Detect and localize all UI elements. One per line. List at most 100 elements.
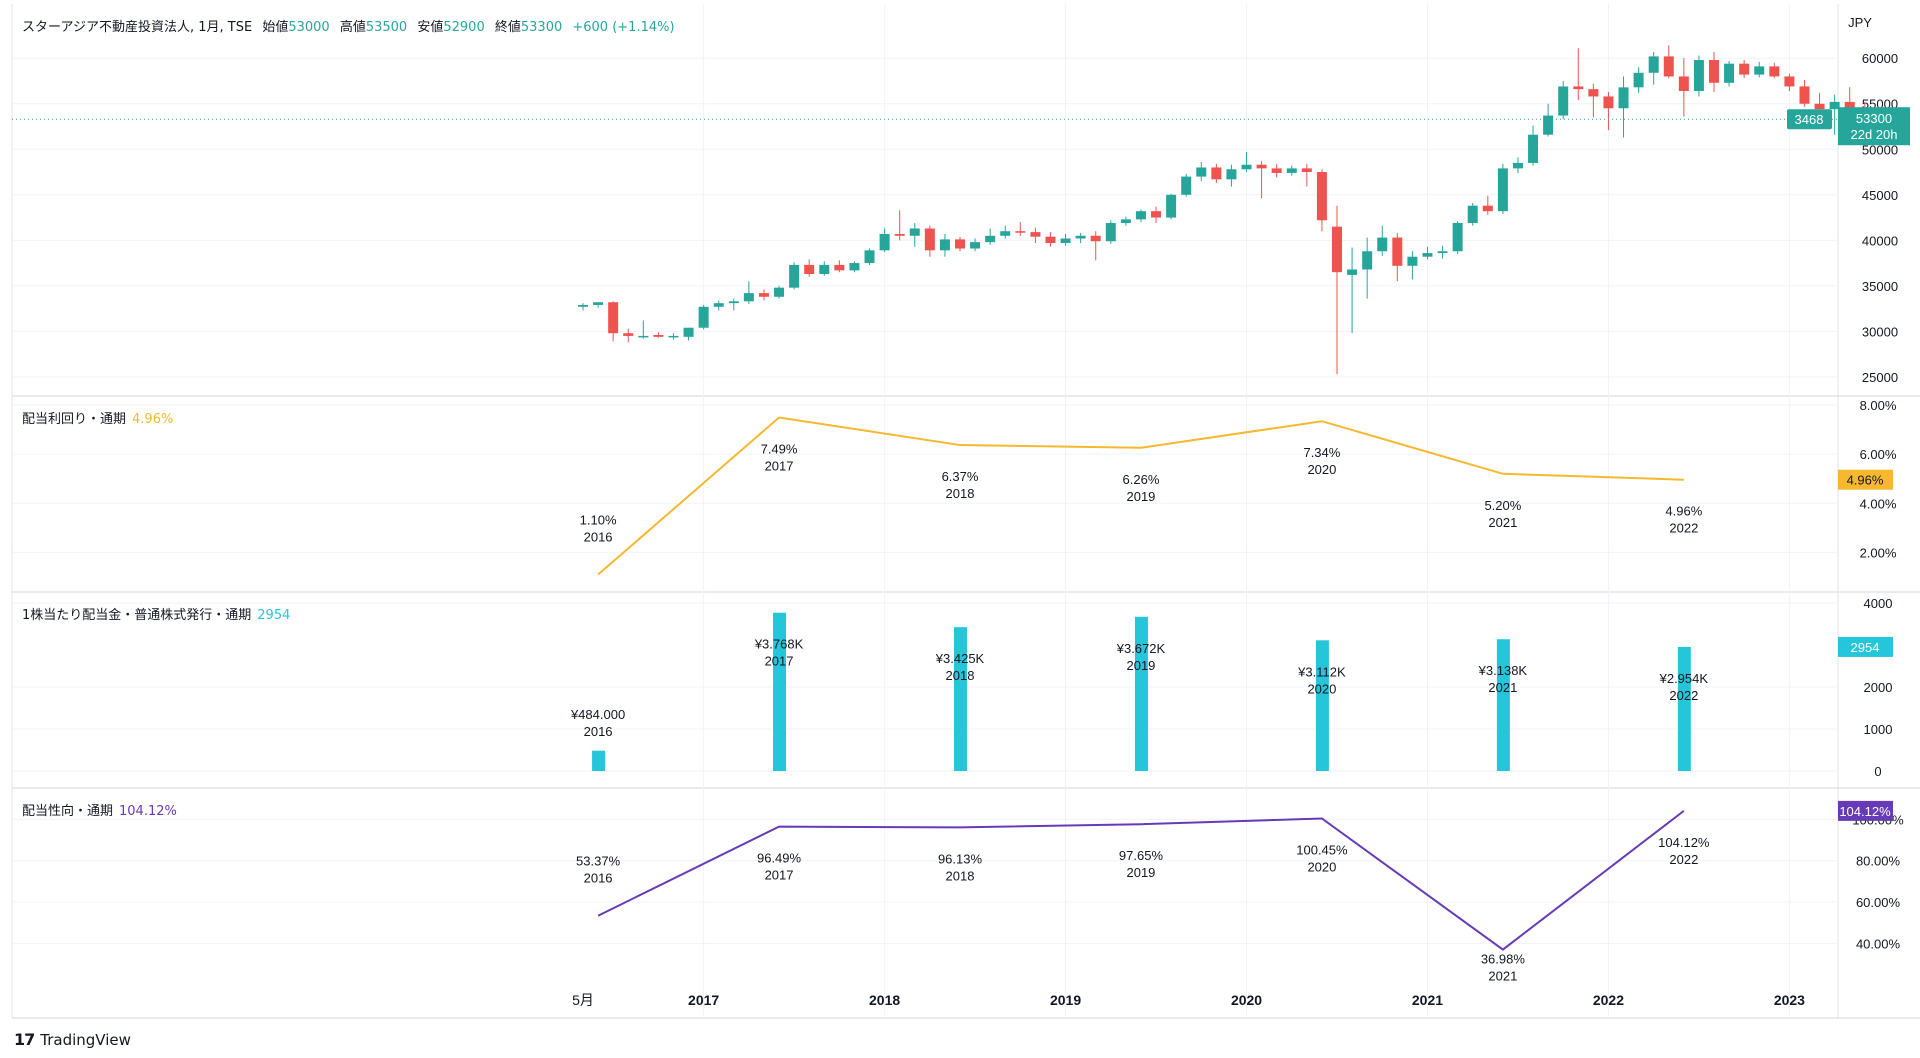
axis-tick-label: 6.00% (1860, 447, 1897, 462)
candle-body (1558, 86, 1569, 116)
axis-tick-label: 1000 (1864, 722, 1893, 737)
candle-body (683, 327, 694, 337)
candle-body (1316, 172, 1327, 221)
candle-body (1799, 86, 1810, 104)
data-label: 5.20% (1484, 498, 1521, 513)
price-tick-label: 50000 (1862, 142, 1898, 157)
current-value-text: 4.96% (1847, 473, 1884, 488)
tradingview-logo[interactable]: 17 TradingView (14, 1030, 131, 1049)
candle-body (1151, 211, 1162, 218)
candle-body (1512, 162, 1523, 169)
candle-body (1060, 238, 1071, 244)
open-value: 53000 (288, 20, 330, 35)
year-label: 2018 (946, 668, 975, 683)
dps-current: 2954 (257, 608, 291, 623)
candle-body (1377, 237, 1388, 252)
year-label: 2020 (1307, 681, 1336, 696)
candle-body (1693, 60, 1704, 91)
candle-body (743, 293, 754, 302)
change-value: +600 (+1.14%) (572, 20, 675, 35)
currency-label: JPY (1848, 15, 1872, 30)
axis-tick-label: 2.00% (1860, 545, 1897, 560)
tradingview-mark-icon: 17 (14, 1030, 35, 1049)
price-legend: スターアジア不動産投資法人, 1月, TSE 始値53000 高値53500 安… (22, 16, 675, 35)
current-value-badge (1838, 800, 1893, 821)
time-axis-label: 2018 (869, 992, 900, 1008)
close-label: 終値 (494, 20, 521, 35)
candle-body (1709, 60, 1719, 83)
candle-body (1422, 253, 1433, 257)
candle-body (1437, 251, 1448, 254)
axis-tick-label: 80.00% (1856, 854, 1901, 869)
countdown-text: 22d 20h (1851, 127, 1898, 142)
year-label: 2022 (1669, 688, 1698, 703)
candle-body (1754, 66, 1765, 75)
candle-body (668, 335, 679, 338)
candle-body (924, 228, 935, 251)
candle-body (1633, 72, 1644, 88)
candle-body (1090, 235, 1101, 242)
dividend-bar (1496, 639, 1510, 771)
year-label: 2017 (765, 654, 794, 669)
year-label: 2018 (946, 868, 975, 883)
candle-body (1769, 66, 1780, 77)
candle-body (1075, 235, 1086, 239)
candle-body (1407, 256, 1418, 266)
candle-body (1362, 251, 1373, 270)
candle-body (834, 264, 845, 271)
candle-body (819, 264, 830, 275)
candle-body (608, 302, 619, 334)
data-label: ¥3.672K (1116, 641, 1166, 656)
dividend-bar (592, 750, 606, 771)
candle-body (1588, 89, 1599, 97)
candle-body (1543, 115, 1554, 135)
year-label: 2021 (1488, 680, 1517, 695)
candle-body (879, 233, 890, 251)
price-tick-label: 35000 (1862, 279, 1898, 294)
payout-current: 104.12% (119, 804, 177, 819)
candle-body (1166, 194, 1177, 218)
candle-body (939, 239, 950, 251)
year-label: 2016 (584, 871, 613, 886)
volume-badge (1787, 109, 1832, 130)
candle-body (774, 287, 785, 297)
candle-body (1226, 169, 1237, 180)
candle-body (1196, 167, 1207, 177)
candle-body (1467, 205, 1478, 224)
current-value-badge (1838, 636, 1893, 657)
candle-body (1120, 219, 1131, 224)
year-label: 2017 (765, 459, 794, 474)
candle-body (894, 233, 905, 236)
year-label: 2021 (1488, 515, 1517, 530)
candle-body (1271, 168, 1282, 173)
candle-body (1347, 269, 1358, 275)
dividend-bar (1315, 640, 1329, 771)
high-value: 53500 (365, 20, 408, 35)
candle-body (623, 333, 634, 336)
data-label: 4.96% (1665, 504, 1702, 519)
candle-body (1181, 176, 1192, 195)
candle-body (1045, 236, 1056, 244)
data-label: 53.37% (576, 854, 621, 869)
current-value-text: 2954 (1851, 640, 1880, 655)
candle-body (1784, 76, 1795, 87)
year-label: 2017 (765, 868, 794, 883)
candle-body (1648, 56, 1659, 73)
low-value: 52900 (443, 20, 485, 35)
candle-body (1497, 168, 1508, 212)
candle-body (864, 250, 875, 264)
year-label: 2021 (1488, 969, 1517, 984)
data-label: 6.37% (942, 469, 979, 484)
candle-body (804, 264, 815, 275)
candle-body (1814, 103, 1825, 110)
axis-tick-label: 8.00% (1860, 398, 1897, 413)
data-label: 104.12% (1658, 835, 1710, 850)
candle-body (985, 235, 996, 243)
data-label: 6.26% (1123, 472, 1160, 487)
candle-body (1135, 211, 1146, 220)
candle-body (758, 293, 769, 297)
candle-body (970, 242, 981, 249)
year-label: 2022 (1669, 521, 1698, 536)
symbol-title: スターアジア不動産投資法人, 1月, TSE (22, 20, 253, 35)
